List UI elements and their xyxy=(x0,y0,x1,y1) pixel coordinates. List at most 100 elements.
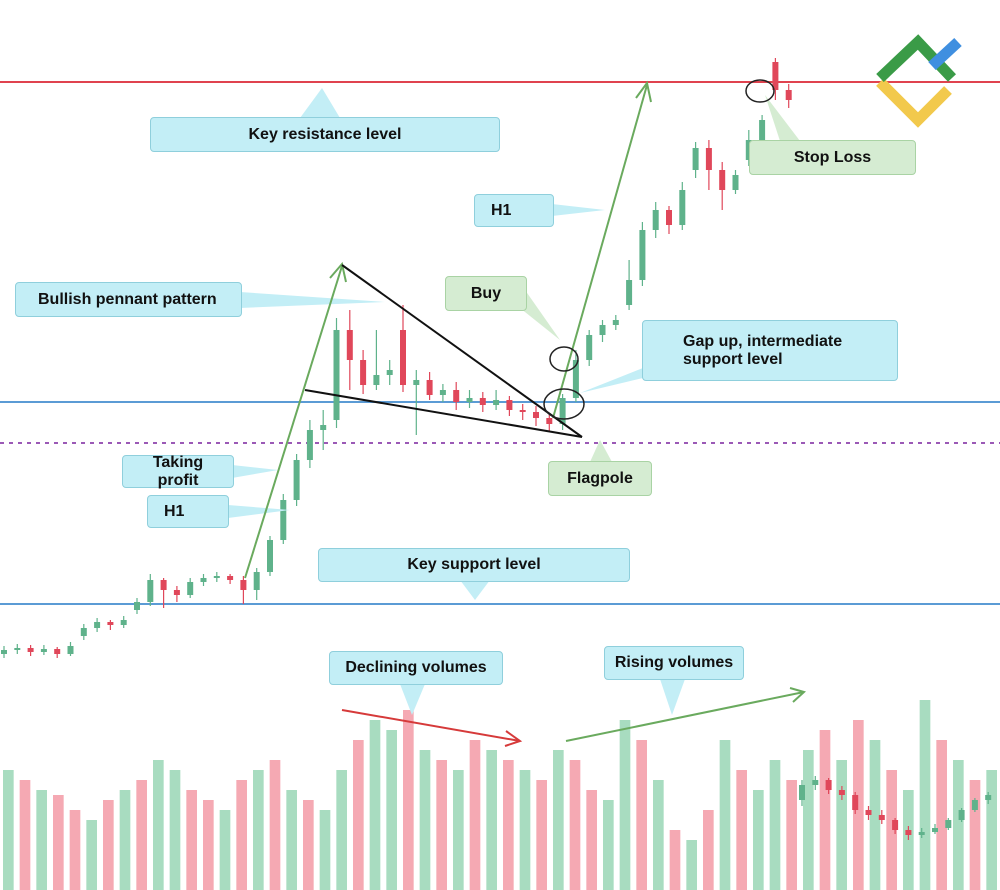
annotation: Declining volumes xyxy=(329,651,503,685)
annotation: H1 xyxy=(474,194,554,227)
volume-bar xyxy=(3,770,14,890)
candle-body xyxy=(799,785,805,800)
volume-bar xyxy=(403,710,414,890)
annotation: Key support level xyxy=(318,548,630,582)
volume-bar xyxy=(603,800,614,890)
drawings xyxy=(244,79,807,747)
candle-body xyxy=(213,576,220,578)
candle-body xyxy=(666,210,672,225)
candle-body xyxy=(54,649,61,654)
candle-body xyxy=(426,380,433,395)
candle-body xyxy=(519,410,526,412)
candle-body xyxy=(679,190,686,225)
volume-bar xyxy=(469,740,481,890)
candle-body xyxy=(14,648,21,650)
candle-body xyxy=(94,622,101,628)
candle-body xyxy=(785,90,792,100)
candle-body xyxy=(240,580,247,590)
volume-bar xyxy=(486,750,497,890)
candle-body xyxy=(546,418,553,424)
candle-body xyxy=(852,795,859,810)
volume-bar xyxy=(453,770,464,890)
candle-body xyxy=(759,120,766,140)
volume-bar xyxy=(553,750,564,890)
candle-body xyxy=(173,590,180,595)
candle-body xyxy=(878,815,885,820)
volume-layer xyxy=(3,700,997,890)
candle-body xyxy=(293,460,300,500)
candle-body xyxy=(400,330,406,385)
volume-bar xyxy=(386,730,397,890)
volume-bar xyxy=(803,750,814,890)
candle-body xyxy=(160,580,167,590)
candle-body xyxy=(932,828,938,832)
candle-body xyxy=(493,400,500,405)
volume-bar xyxy=(236,780,247,890)
candle-body xyxy=(945,820,952,828)
volume-bar xyxy=(103,800,114,890)
candle-body xyxy=(838,790,845,795)
candle-body xyxy=(134,602,140,610)
volume-bar xyxy=(519,770,531,890)
candle-body xyxy=(652,210,659,230)
volume-bar xyxy=(819,730,831,890)
candle-body xyxy=(306,430,313,460)
volume-bar xyxy=(19,780,31,890)
volume-bar xyxy=(836,760,847,890)
volume-bar xyxy=(186,790,197,890)
candle-body xyxy=(572,360,579,398)
candle-body xyxy=(227,576,234,580)
candle-body xyxy=(586,335,593,360)
volume-bar xyxy=(619,720,631,890)
volume-bar xyxy=(636,740,647,890)
volume-bar xyxy=(669,830,681,890)
candle-body xyxy=(439,390,446,395)
candle-body xyxy=(147,580,154,602)
annotation: Rising volumes xyxy=(604,646,744,680)
candle-body xyxy=(346,330,353,360)
candle-body xyxy=(360,360,367,385)
candle-body xyxy=(599,325,606,335)
candle-body xyxy=(612,320,619,325)
volume-bar xyxy=(569,760,581,890)
volume-bar xyxy=(336,770,347,890)
candle-body xyxy=(626,280,633,305)
candle-body xyxy=(732,175,739,190)
candle-body xyxy=(253,572,260,590)
annotation: Stop Loss xyxy=(749,140,916,175)
level-layer xyxy=(0,81,1000,605)
candle-body xyxy=(705,148,712,170)
candle-body xyxy=(772,62,779,90)
volume-bar xyxy=(769,760,781,890)
volume-bar xyxy=(286,790,297,890)
candle-body xyxy=(80,628,87,636)
candle-body xyxy=(187,582,194,595)
volume-bar xyxy=(419,750,431,890)
candle-body xyxy=(745,140,752,160)
volume-bar xyxy=(703,810,714,890)
volume-bar xyxy=(919,700,931,890)
volume-bar xyxy=(969,780,981,890)
candle-body xyxy=(27,648,34,652)
volume-bar xyxy=(303,800,314,890)
candle-layer xyxy=(1,58,992,840)
annotation: Flagpole xyxy=(548,461,652,496)
volume-bar xyxy=(869,740,881,890)
volume-bar xyxy=(153,760,164,890)
volume-bar xyxy=(169,770,181,890)
candle-body xyxy=(320,425,327,430)
volume-bar xyxy=(736,770,747,890)
candle-body xyxy=(413,380,420,385)
candle-body xyxy=(373,375,380,385)
candle-body xyxy=(985,795,992,800)
candle-body xyxy=(107,622,114,625)
volume-bar xyxy=(219,810,231,890)
candle-body xyxy=(812,780,819,785)
volume-bar xyxy=(119,790,131,890)
volume-bar xyxy=(253,770,264,890)
volume-bar xyxy=(886,770,897,890)
annotation: Key resistance level xyxy=(150,117,500,152)
annotation: Gap up, intermediate support level xyxy=(642,320,898,381)
candle-body xyxy=(200,578,207,582)
